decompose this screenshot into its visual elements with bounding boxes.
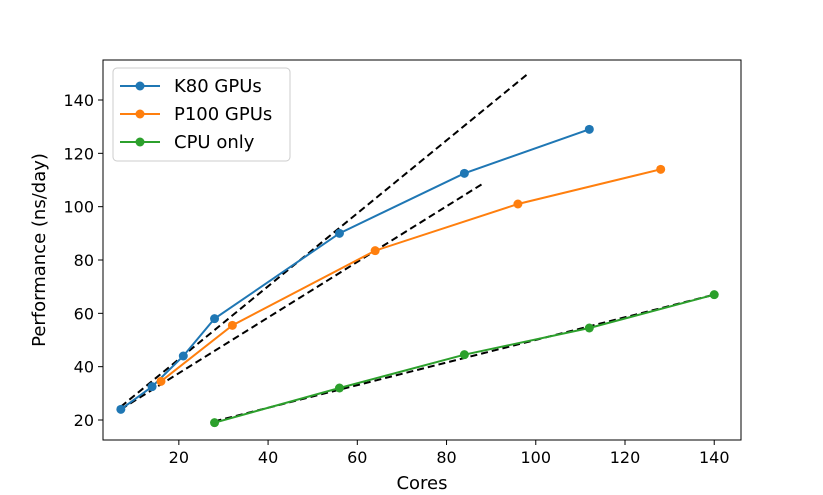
legend-marker (135, 81, 145, 91)
y-axis-ticks: 20 40 60 80 100 120 140 (63, 91, 103, 430)
x-tick-label: 140 (699, 448, 730, 467)
data-point-p100-gpus (227, 320, 237, 330)
y-tick-label: 140 (63, 91, 94, 110)
y-tick-label: 40 (74, 358, 94, 377)
legend-label: CPU only (174, 132, 255, 153)
data-point-k80-gpus (116, 404, 126, 414)
data-point-cpu-only (709, 290, 719, 300)
x-axis-ticks: 20 40 60 80 100 120 140 (169, 440, 730, 467)
data-point-k80-gpus (147, 382, 157, 392)
x-axis-label: Cores (396, 473, 447, 494)
y-tick-label: 80 (74, 251, 94, 270)
data-point-k80-gpus (584, 124, 594, 134)
x-tick-label: 80 (436, 448, 456, 467)
data-point-k80-gpus (210, 314, 220, 324)
data-point-p100-gpus (656, 164, 666, 174)
series-layer (116, 124, 719, 428)
series-line-p100-gpus (160, 168, 661, 383)
x-tick-label: 20 (169, 448, 189, 467)
data-point-p100-gpus (156, 376, 166, 386)
legend-box (112, 67, 291, 162)
y-axis-label: Performance (ns/day) (29, 153, 50, 347)
legend-label: K80 GPUs (174, 76, 262, 97)
series-line-k80-gpus (120, 128, 590, 411)
y-tick-label: 60 (74, 304, 94, 323)
data-point-cpu-only (459, 350, 469, 360)
y-tick-label: 20 (74, 411, 94, 430)
x-tick-label: 60 (347, 448, 367, 467)
data-point-cpu-only (584, 323, 594, 333)
x-tick-label: 40 (258, 448, 278, 467)
plot-area-frame (102, 59, 742, 441)
legend: K80 GPUs P100 GPUs CPU only (112, 67, 291, 162)
data-point-k80-gpus (178, 351, 188, 361)
legend-label: P100 GPUs (174, 104, 272, 125)
y-tick-label: 120 (63, 144, 94, 163)
data-point-k80-gpus (459, 168, 469, 178)
x-tick-label: 100 (520, 448, 551, 467)
x-tick-label: 120 (610, 448, 641, 467)
data-point-cpu-only (210, 418, 220, 428)
data-point-p100-gpus (370, 246, 380, 256)
data-point-cpu-only (334, 383, 344, 393)
data-point-k80-gpus (334, 228, 344, 238)
legend-marker (135, 109, 145, 119)
y-tick-label: 100 (63, 198, 94, 217)
legend-marker (135, 137, 145, 147)
dashed-reference-line (120, 183, 483, 411)
data-point-p100-gpus (513, 199, 523, 209)
